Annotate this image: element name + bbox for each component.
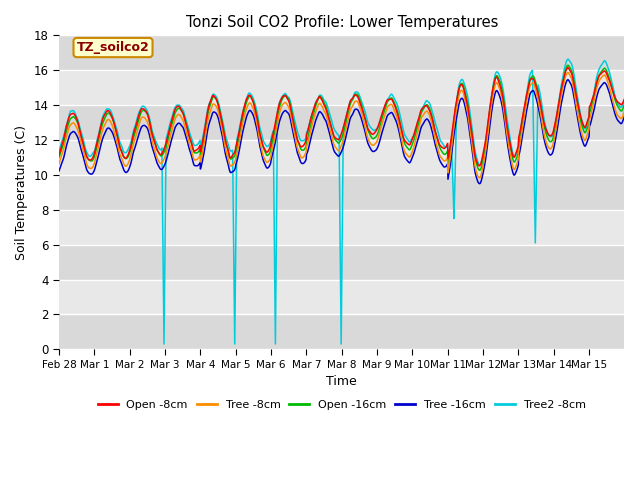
Tree -8cm: [55, 161, 63, 167]
Tree -8cm: [585, 127, 593, 133]
Line: Open -16cm: Open -16cm: [59, 65, 625, 170]
Tree -16cm: [66, 132, 74, 138]
Open -8cm: [476, 163, 483, 168]
Open -8cm: [564, 65, 572, 71]
Tree2 -8cm: [55, 149, 63, 155]
Tree -8cm: [621, 108, 628, 114]
Bar: [59, 245, 625, 279]
Tree -16cm: [585, 134, 593, 140]
Line: Tree2 -8cm: Tree2 -8cm: [59, 59, 625, 344]
Tree -16cm: [344, 123, 352, 129]
Open -8cm: [621, 96, 628, 102]
Tree2 -8cm: [160, 341, 168, 347]
Tree -8cm: [476, 175, 483, 180]
Tree2 -8cm: [311, 102, 319, 108]
Tree -16cm: [445, 172, 452, 178]
Open -8cm: [55, 152, 63, 158]
Tree2 -8cm: [445, 152, 453, 158]
Open -16cm: [476, 168, 484, 173]
Tree -16cm: [564, 77, 572, 83]
Bar: [59, 105, 625, 140]
Open -16cm: [311, 107, 319, 113]
Open -16cm: [66, 118, 74, 123]
Bar: [59, 36, 625, 70]
Title: Tonzi Soil CO2 Profile: Lower Temperatures: Tonzi Soil CO2 Profile: Lower Temperatur…: [186, 15, 498, 30]
Tree -16cm: [156, 166, 164, 171]
Tree -8cm: [344, 115, 352, 121]
Open -8cm: [344, 105, 352, 111]
Open -16cm: [55, 155, 63, 160]
Line: Tree -8cm: Tree -8cm: [59, 72, 625, 178]
Tree2 -8cm: [585, 117, 593, 123]
X-axis label: Time: Time: [326, 375, 357, 388]
Legend: Open -8cm, Tree -8cm, Open -16cm, Tree -16cm, Tree2 -8cm: Open -8cm, Tree -8cm, Open -16cm, Tree -…: [93, 396, 590, 415]
Line: Open -8cm: Open -8cm: [59, 68, 625, 166]
Bar: [59, 175, 625, 210]
Line: Tree -16cm: Tree -16cm: [59, 80, 625, 184]
Open -16cm: [621, 102, 628, 108]
Open -8cm: [445, 152, 452, 158]
Tree -8cm: [564, 70, 572, 75]
Tree -8cm: [445, 166, 452, 171]
Open -8cm: [311, 103, 319, 109]
Tree -8cm: [311, 112, 319, 118]
Tree -16cm: [476, 181, 483, 187]
Bar: [59, 314, 625, 349]
Open -8cm: [66, 113, 74, 119]
Open -16cm: [445, 159, 452, 165]
Tree2 -8cm: [345, 104, 353, 110]
Open -8cm: [585, 115, 593, 120]
Tree2 -8cm: [66, 110, 74, 116]
Text: TZ_soilco2: TZ_soilco2: [77, 41, 149, 54]
Open -16cm: [585, 121, 593, 127]
Open -16cm: [564, 62, 572, 68]
Tree -16cm: [621, 113, 628, 119]
Y-axis label: Soil Temperatures (C): Soil Temperatures (C): [15, 125, 28, 260]
Open -16cm: [344, 109, 352, 115]
Open -16cm: [156, 152, 164, 158]
Tree -16cm: [311, 121, 319, 127]
Open -8cm: [156, 152, 164, 157]
Tree2 -8cm: [564, 56, 572, 62]
Tree -8cm: [156, 160, 164, 166]
Tree -16cm: [55, 168, 63, 174]
Tree -8cm: [66, 124, 74, 130]
Tree2 -8cm: [621, 97, 628, 103]
Tree2 -8cm: [156, 147, 164, 153]
